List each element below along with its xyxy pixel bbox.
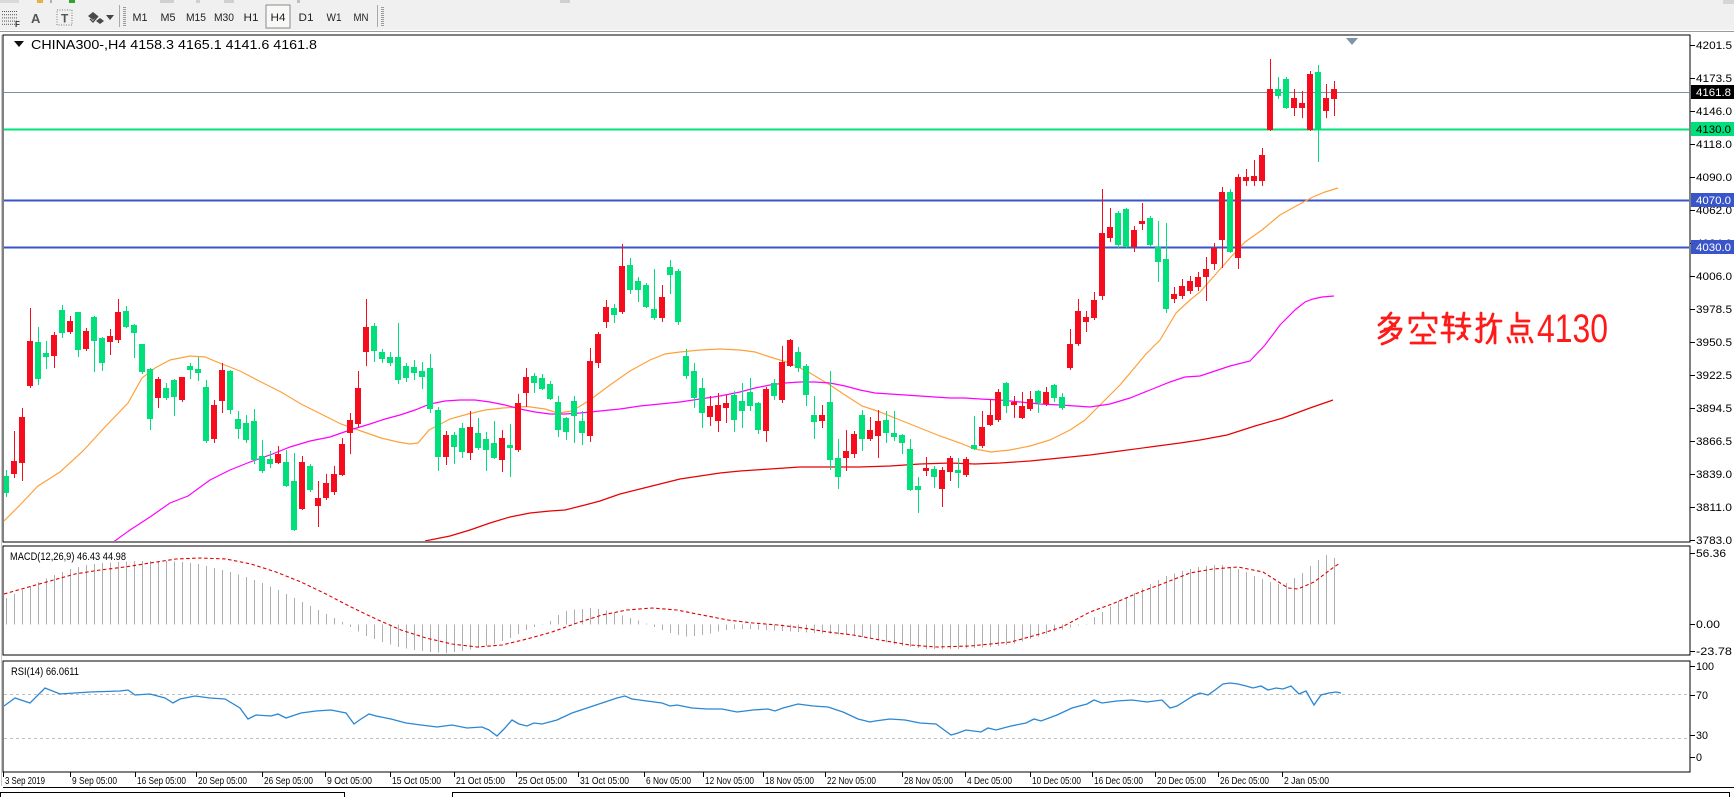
svg-text:10 Dec 05:00: 10 Dec 05:00: [1032, 775, 1081, 787]
svg-text:4070.0: 4070.0: [1696, 195, 1731, 207]
svg-text:16 Sep 05:00: 16 Sep 05:00: [137, 775, 186, 787]
svg-text:CHINA300-,H4 4158.3 4165.1 41: CHINA300-,H4 4158.3 4165.1 4141.6 4161.8: [31, 38, 317, 52]
svg-text:A: A: [31, 11, 41, 26]
svg-text:M5: M5: [161, 12, 176, 24]
svg-text:12 Nov 05:00: 12 Nov 05:00: [705, 775, 754, 787]
svg-text:W1: W1: [327, 12, 342, 24]
svg-text:3839.0: 3839.0: [1696, 469, 1732, 481]
svg-text:18 Nov 05:00: 18 Nov 05:00: [765, 775, 814, 787]
svg-text:3922.5: 3922.5: [1696, 370, 1732, 382]
svg-text:22 Nov 05:00: 22 Nov 05:00: [827, 775, 876, 787]
svg-text:4006.0: 4006.0: [1696, 271, 1732, 283]
svg-text:4 Dec 05:00: 4 Dec 05:00: [967, 775, 1012, 787]
svg-text:T: T: [61, 12, 69, 26]
svg-text:3950.5: 3950.5: [1696, 337, 1732, 349]
svg-text:-23.78: -23.78: [1696, 646, 1732, 658]
svg-text:3 Sep 2019: 3 Sep 2019: [5, 775, 45, 787]
svg-text:3811.0: 3811.0: [1696, 502, 1732, 514]
svg-text:20 Dec 05:00: 20 Dec 05:00: [1157, 775, 1206, 787]
svg-text:4062.0: 4062.0: [1696, 205, 1732, 217]
svg-text:D1: D1: [299, 12, 314, 24]
svg-text:4030.0: 4030.0: [1696, 242, 1731, 254]
svg-text:4130: 4130: [1537, 307, 1608, 351]
svg-text:21 Oct 05:00: 21 Oct 05:00: [456, 775, 505, 787]
svg-text:31 Oct 05:00: 31 Oct 05:00: [580, 775, 629, 787]
svg-text:20 Sep 05:00: 20 Sep 05:00: [198, 775, 247, 787]
svg-text:16 Dec 05:00: 16 Dec 05:00: [1094, 775, 1143, 787]
svg-text:2 Jan 05:00: 2 Jan 05:00: [1284, 775, 1329, 787]
svg-text:4146.0: 4146.0: [1696, 106, 1732, 118]
svg-text:4161.8: 4161.8: [1696, 87, 1731, 99]
svg-text:4130.0: 4130.0: [1696, 124, 1731, 136]
svg-text:H1: H1: [244, 12, 259, 24]
svg-text:3894.5: 3894.5: [1696, 403, 1732, 415]
svg-text:100: 100: [1696, 661, 1714, 673]
svg-text:15 Oct 05:00: 15 Oct 05:00: [392, 775, 441, 787]
svg-text:4118.0: 4118.0: [1696, 139, 1732, 151]
svg-text:3783.0: 3783.0: [1696, 535, 1732, 547]
svg-text:M30: M30: [214, 12, 234, 24]
svg-text:F: F: [15, 20, 20, 29]
svg-text:70: 70: [1696, 690, 1708, 702]
svg-text:26 Dec 05:00: 26 Dec 05:00: [1220, 775, 1269, 787]
svg-text:56.36: 56.36: [1696, 548, 1726, 560]
svg-text:4090.0: 4090.0: [1696, 172, 1732, 184]
svg-text:M15: M15: [186, 12, 206, 24]
svg-text:9 Oct 05:00: 9 Oct 05:00: [327, 775, 372, 787]
svg-text:0: 0: [1696, 752, 1702, 764]
svg-text:28 Nov 05:00: 28 Nov 05:00: [904, 775, 953, 787]
svg-text:30: 30: [1696, 730, 1708, 742]
svg-text:0.00: 0.00: [1696, 619, 1720, 631]
svg-text:9 Sep 05:00: 9 Sep 05:00: [72, 775, 117, 787]
svg-text:26 Sep 05:00: 26 Sep 05:00: [264, 775, 313, 787]
svg-text:4201.5: 4201.5: [1696, 40, 1732, 52]
svg-text:3978.5: 3978.5: [1696, 304, 1732, 316]
svg-text:25 Oct 05:00: 25 Oct 05:00: [518, 775, 567, 787]
svg-text:6 Nov 05:00: 6 Nov 05:00: [646, 775, 691, 787]
svg-text:4173.5: 4173.5: [1696, 73, 1732, 85]
svg-text:3866.5: 3866.5: [1696, 436, 1732, 448]
svg-text:MACD(12,26,9) 46.43 44.98: MACD(12,26,9) 46.43 44.98: [10, 551, 126, 563]
svg-text:RSI(14) 66.0611: RSI(14) 66.0611: [11, 666, 79, 678]
svg-text:MN: MN: [354, 12, 369, 24]
svg-text:M1: M1: [133, 12, 148, 24]
svg-text:H4: H4: [271, 12, 286, 24]
